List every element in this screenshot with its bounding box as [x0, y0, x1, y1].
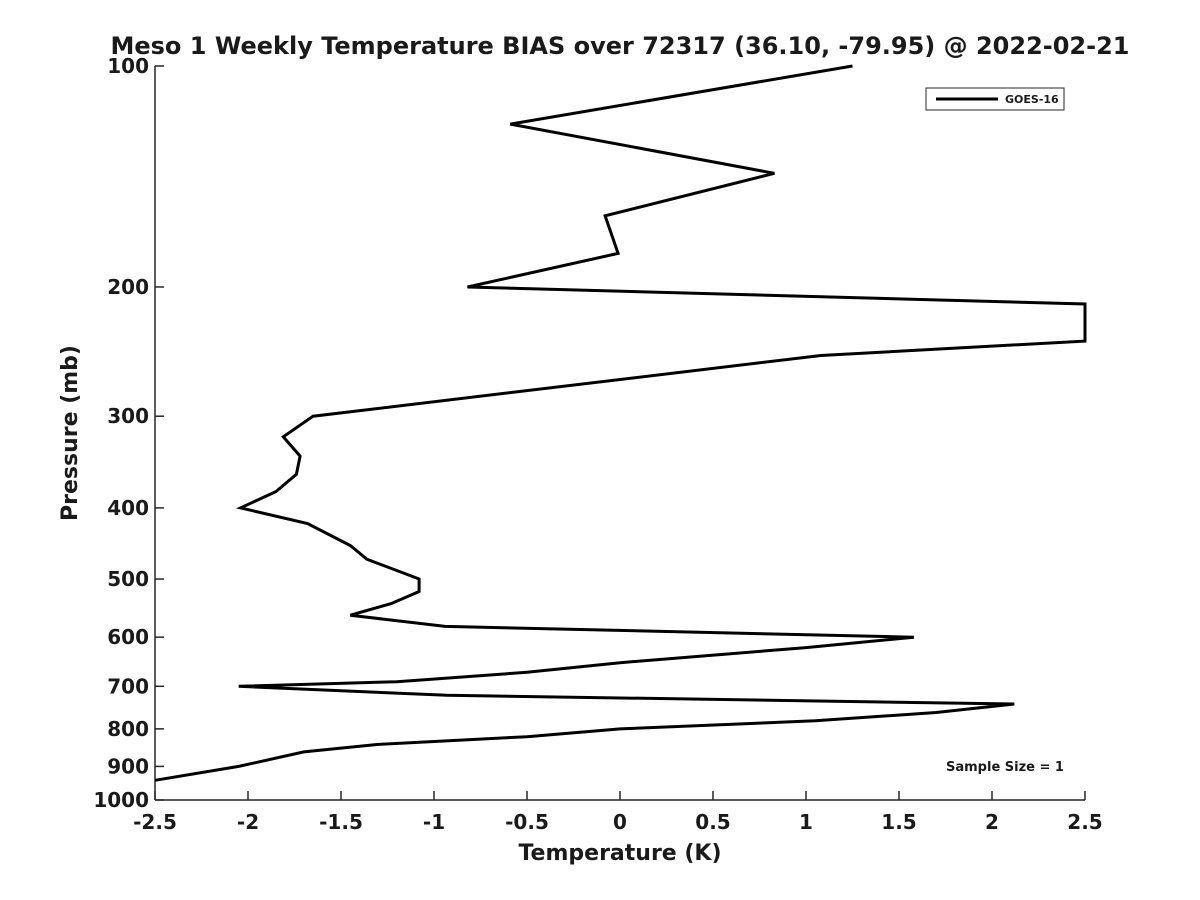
chart-title: Meso 1 Weekly Temperature BIAS over 7231… — [110, 32, 1129, 60]
x-tick-label: 0.5 — [695, 810, 730, 834]
x-axis-title: Temperature (K) — [518, 841, 721, 866]
y-tick-label: 600 — [107, 625, 149, 649]
y-tick-label: 900 — [107, 754, 149, 778]
y-tick-label: 500 — [107, 567, 149, 591]
x-tick-label: -1 — [423, 810, 445, 834]
y-tick-label: 400 — [107, 496, 149, 520]
x-tick-label: 1.5 — [881, 810, 916, 834]
x-tick-label: -2 — [237, 810, 259, 834]
legend-label: GOES-16 — [1005, 93, 1059, 106]
y-tick-label: 300 — [107, 404, 149, 428]
y-tick-label: 100 — [107, 54, 149, 78]
y-tick-label: 1000 — [93, 788, 149, 812]
series-layer — [154, 64, 1087, 782]
x-tick-label: 2 — [985, 810, 999, 834]
x-tick-label: -1.5 — [319, 810, 363, 834]
x-tick-label: 2.5 — [1067, 810, 1102, 834]
x-tick-label: -0.5 — [505, 810, 549, 834]
legend: GOES-16 — [925, 87, 1065, 111]
x-tick-label: -2.5 — [133, 810, 177, 834]
y-tick-label: 800 — [107, 717, 149, 741]
y-tick-label: 700 — [107, 674, 149, 698]
x-tick-label: 1 — [799, 810, 813, 834]
y-axis-title: Pressure (mb) — [58, 345, 83, 521]
sample-size-annotation: Sample Size = 1 — [946, 760, 1064, 775]
series-line-goes-16 — [154, 64, 1087, 782]
y-tick-label: 200 — [107, 275, 149, 299]
x-tick-label: 0 — [613, 810, 627, 834]
y-axis-ticks: 100 200 300 400 500 600 700 800 900 1000 — [93, 54, 164, 812]
x-axis-ticks: -2.5 -2 -1.5 -1 -0.5 0 0.5 1 1.5 2 2.5 — [133, 791, 1103, 834]
